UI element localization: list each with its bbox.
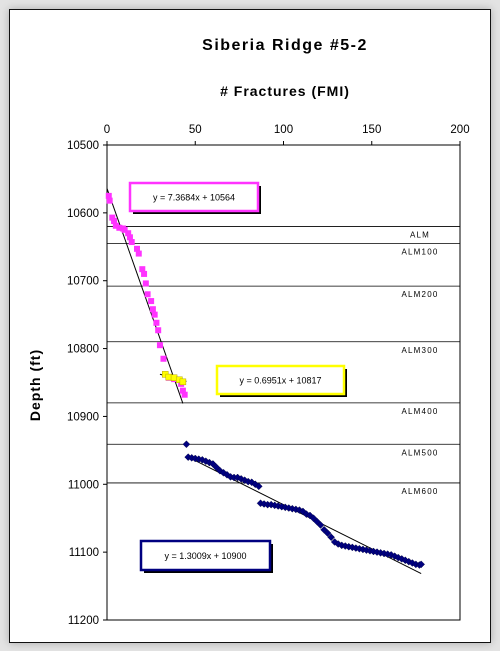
y-axis-title: Depth (ft) bbox=[27, 349, 43, 421]
data-point-series-1 bbox=[144, 291, 151, 298]
formation-label-alm600: ALM600 bbox=[402, 487, 439, 496]
data-point-series-1 bbox=[156, 342, 163, 349]
formation-tops: ALM ALM100 ALM200 ALM300 ALM400 ALM500 ALM600 bbox=[107, 226, 460, 496]
data-point-series-1 bbox=[121, 226, 128, 233]
trendline-label-box-3 bbox=[139, 539, 272, 572]
chart-title: Siberia Ridge #5-2 bbox=[202, 37, 368, 54]
data-point-series-1 bbox=[153, 319, 160, 326]
data-point-series-1 bbox=[106, 197, 113, 204]
data-point-series-1 bbox=[116, 224, 123, 231]
trendline-equation-1: y = 7.3684x + 10564 bbox=[153, 193, 235, 203]
axis-ticks: 0 50 100 150 200 10500 10600 10700 10800 10900 110… bbox=[67, 124, 470, 627]
data-point-series-1 bbox=[160, 355, 167, 362]
data-point-series-2 bbox=[179, 378, 187, 386]
data-point-series-1 bbox=[155, 327, 162, 334]
data-point-series-3 bbox=[223, 471, 231, 479]
formation-label-alm100: ALM100 bbox=[402, 247, 439, 256]
formation-label-alm: ALM bbox=[410, 230, 430, 239]
chart-frame: Siberia Ridge #5-2 # Fractures (FMI) Dep… bbox=[9, 9, 491, 643]
data-point-series-1 bbox=[141, 270, 148, 277]
y-tick-label: 10500 bbox=[67, 140, 99, 152]
formation-label-alm500: ALM500 bbox=[402, 448, 439, 457]
y-tick-label: 11000 bbox=[68, 479, 99, 491]
data-point-series-1 bbox=[111, 218, 118, 224]
data-point-series-3 bbox=[323, 529, 332, 537]
data-point-series-1 bbox=[139, 266, 146, 273]
data-point-series-3 bbox=[417, 560, 425, 569]
data-point-series-1 bbox=[126, 234, 133, 241]
x-tick-label: 100 bbox=[274, 124, 293, 136]
data-point-series-1 bbox=[109, 214, 116, 221]
x-axis-title: # Fractures (FMI) bbox=[220, 83, 350, 99]
y-tick-label: 11100 bbox=[69, 547, 99, 559]
formation-label-alm200: ALM200 bbox=[402, 290, 439, 299]
data-point-series-3 bbox=[255, 482, 263, 491]
trendline-equation-2: y = 0.6951x + 10817 bbox=[239, 376, 321, 386]
y-tick-label: 10900 bbox=[67, 411, 99, 423]
formation-label-alm300: ALM300 bbox=[402, 346, 439, 355]
data-point-series-1 bbox=[125, 230, 132, 237]
x-tick-label: 150 bbox=[362, 124, 381, 136]
data-point-series-1 bbox=[148, 298, 155, 305]
trendline-equation-3: y = 1.3009x + 10900 bbox=[164, 551, 246, 561]
data-point-series-3 bbox=[251, 480, 260, 489]
data-point-series-1 bbox=[181, 391, 188, 398]
y-tick-label: 10700 bbox=[67, 276, 99, 288]
chart-canvas: Siberia Ridge #5-2 # Fractures (FMI) Dep… bbox=[27, 37, 470, 627]
trendline-label-box-2 bbox=[215, 364, 346, 396]
data-point-series-1 bbox=[179, 387, 186, 394]
y-tick-label: 11200 bbox=[68, 615, 99, 627]
y-tick-label: 10600 bbox=[67, 208, 99, 220]
data-point-series-1 bbox=[105, 192, 112, 199]
data-point-series-3 bbox=[316, 521, 325, 529]
data-point-series-1 bbox=[134, 245, 141, 252]
data-point-series-1 bbox=[128, 239, 135, 246]
data-point-series-3 bbox=[327, 533, 335, 541]
data-points bbox=[105, 192, 425, 569]
formation-label-alm400: ALM400 bbox=[402, 407, 439, 416]
data-point-series-1 bbox=[142, 280, 149, 287]
y-tick-label: 10800 bbox=[67, 344, 99, 356]
x-tick-label: 50 bbox=[189, 124, 202, 136]
trendline-labels: y = 7.3684x + 10564 y = 0.6951x + 10817 y … bbox=[128, 181, 347, 573]
data-point-series-1 bbox=[112, 222, 119, 229]
trendline-label-box-1 bbox=[128, 181, 260, 213]
data-point-series-1 bbox=[149, 306, 156, 313]
data-point-series-1 bbox=[151, 311, 158, 318]
data-point-series-3 bbox=[299, 507, 307, 516]
x-tick-label: 200 bbox=[450, 124, 469, 136]
data-point-series-3 bbox=[182, 440, 191, 449]
data-point-series-1 bbox=[135, 250, 142, 257]
x-tick-label: 0 bbox=[104, 124, 110, 136]
